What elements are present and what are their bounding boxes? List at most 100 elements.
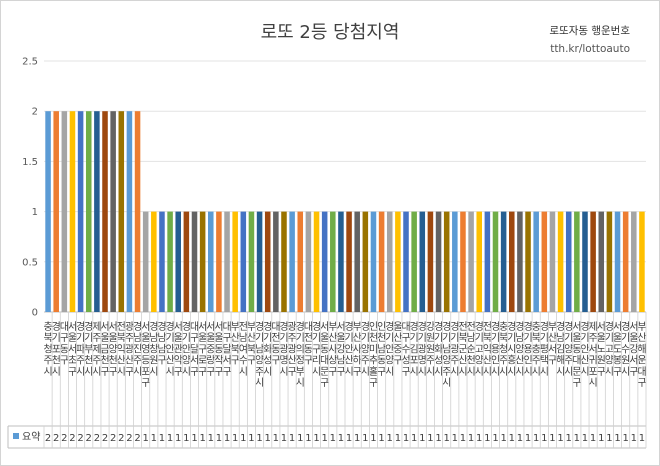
table-value: 1 <box>208 433 214 444</box>
bar <box>362 211 369 312</box>
table-value: 1 <box>444 433 450 444</box>
table-value: 1 <box>216 433 222 444</box>
bar <box>134 111 141 312</box>
bar <box>313 211 320 312</box>
table-value: 1 <box>574 433 580 444</box>
table-value: 1 <box>248 433 254 444</box>
table-value: 1 <box>566 433 572 444</box>
bar <box>248 211 255 312</box>
bar <box>232 211 238 312</box>
y-tick-label: 1.5 <box>22 157 38 168</box>
table-value: 2 <box>86 433 92 444</box>
table-value: 1 <box>639 433 645 444</box>
bar <box>256 211 263 312</box>
y-tick-label: 1 <box>32 207 38 218</box>
y-tick-label: 0 <box>32 308 38 319</box>
table-value: 1 <box>321 433 327 444</box>
table-value: 1 <box>427 433 433 444</box>
y-tick-label: 2.5 <box>22 57 38 68</box>
bar <box>289 211 295 312</box>
table-value: 2 <box>134 433 140 444</box>
bar <box>151 211 157 312</box>
bar <box>53 111 59 312</box>
bar <box>614 211 621 312</box>
bar <box>386 211 393 312</box>
y-axis: 0 0.5 1 1.5 2 2.5 <box>22 57 38 319</box>
gridlines <box>44 60 646 313</box>
table-value: 2 <box>53 433 59 444</box>
bar <box>517 211 523 312</box>
bar <box>208 211 214 312</box>
brand-url: tth.kr/lottoauto <box>550 43 630 55</box>
table-value: 1 <box>175 433 181 444</box>
table-value: 1 <box>557 433 563 444</box>
bar <box>354 211 360 312</box>
table-value: 1 <box>330 433 336 444</box>
table-value: 1 <box>598 433 604 444</box>
bar <box>199 211 206 312</box>
table-value: 2 <box>45 433 51 444</box>
bar <box>102 111 108 312</box>
table-value: 1 <box>191 433 197 444</box>
table-value: 1 <box>289 433 295 444</box>
bar <box>606 211 613 312</box>
table-value: 1 <box>492 433 498 444</box>
bar <box>45 111 51 312</box>
x-axis-categories: 충 북 청 주 시경 기 포 천 시대 구 동 구서 울 서 초 구경 기 파 주 시경 기 부 천 시제 주 제 주 시서 울 금 천 구서… <box>43 320 646 389</box>
bars <box>45 111 645 312</box>
table-value: 1 <box>517 433 523 444</box>
bar <box>94 111 100 312</box>
table-value: 1 <box>460 433 466 444</box>
bar <box>403 211 409 312</box>
bar <box>565 211 572 312</box>
bar <box>443 211 450 312</box>
bar <box>622 211 629 312</box>
table-value: 1 <box>622 433 628 444</box>
bar <box>631 211 637 312</box>
bar <box>264 211 271 312</box>
table-value: 1 <box>419 433 425 444</box>
table-value: 1 <box>500 433 506 444</box>
legend-swatch <box>13 433 19 439</box>
table-value: 1 <box>273 433 279 444</box>
table-value: 1 <box>362 433 368 444</box>
table-value: 1 <box>338 433 344 444</box>
table-value: 1 <box>476 433 482 444</box>
table-value: 1 <box>378 433 384 444</box>
bar <box>346 211 352 312</box>
